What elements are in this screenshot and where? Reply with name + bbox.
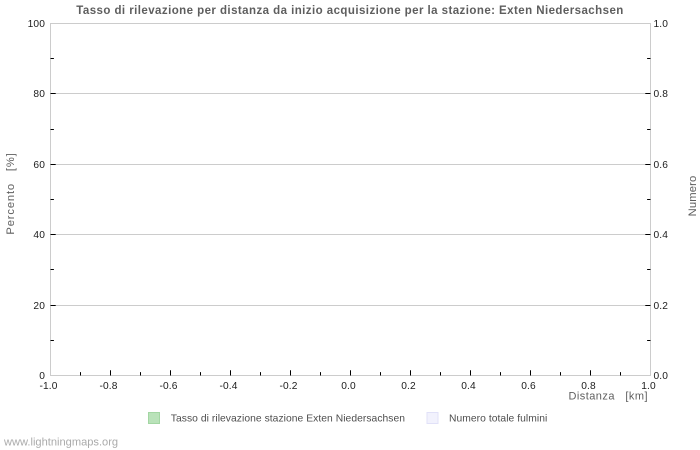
svg-text:60: 60 (33, 160, 45, 171)
svg-text:40: 40 (33, 230, 45, 241)
svg-text:Tasso di rilevazione per dista: Tasso di rilevazione per distanza da ini… (76, 5, 624, 17)
svg-text:Percento [%]: Percento [%] (5, 152, 17, 234)
svg-text:Distanza [km]: Distanza [km] (569, 391, 649, 403)
svg-text:0.4: 0.4 (654, 230, 669, 241)
svg-text:-0.4: -0.4 (219, 381, 237, 392)
svg-text:100: 100 (28, 19, 46, 30)
svg-text:-0.6: -0.6 (159, 381, 177, 392)
svg-text:-0.2: -0.2 (279, 381, 297, 392)
svg-text:0.0: 0.0 (341, 381, 356, 392)
svg-text:0.0: 0.0 (654, 371, 669, 382)
svg-text:0.2: 0.2 (654, 301, 669, 312)
svg-text:20: 20 (33, 301, 45, 312)
svg-text:Numero totale fulmini: Numero totale fulmini (449, 414, 547, 425)
svg-text:0.6: 0.6 (654, 160, 669, 171)
svg-text:1.0: 1.0 (654, 19, 669, 30)
svg-text:www.lightningmaps.org: www.lightningmaps.org (3, 436, 118, 448)
svg-text:80: 80 (33, 89, 45, 100)
svg-text:0.8: 0.8 (654, 89, 669, 100)
svg-text:Tasso di rilevazione stazione: Tasso di rilevazione stazione Exten Nied… (171, 414, 405, 425)
svg-text:Numero: Numero (687, 176, 699, 217)
svg-text:0: 0 (39, 371, 45, 382)
svg-text:1.0: 1.0 (641, 381, 656, 392)
svg-text:-1.0: -1.0 (39, 381, 57, 392)
svg-text:0.6: 0.6 (521, 381, 536, 392)
svg-text:-0.8: -0.8 (99, 381, 117, 392)
svg-text:0.8: 0.8 (581, 381, 596, 392)
svg-text:0.2: 0.2 (401, 381, 416, 392)
svg-text:0.4: 0.4 (461, 381, 476, 392)
